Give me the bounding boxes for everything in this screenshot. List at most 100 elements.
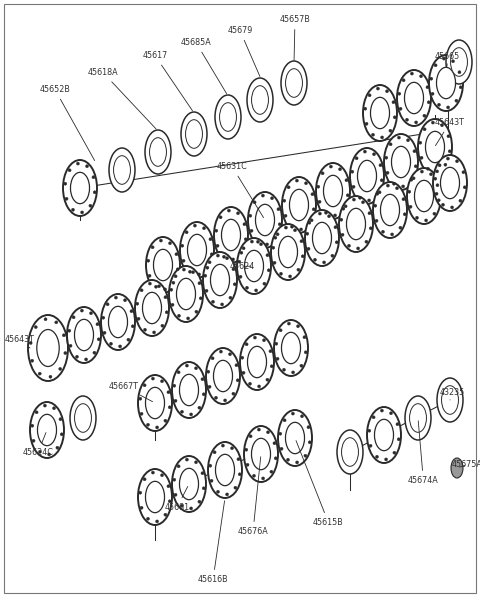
Ellipse shape bbox=[306, 232, 309, 235]
Ellipse shape bbox=[30, 402, 64, 458]
Ellipse shape bbox=[148, 274, 151, 277]
Ellipse shape bbox=[437, 103, 441, 106]
Ellipse shape bbox=[386, 184, 389, 187]
Ellipse shape bbox=[201, 378, 204, 381]
Ellipse shape bbox=[287, 186, 290, 189]
Ellipse shape bbox=[459, 86, 462, 89]
Ellipse shape bbox=[312, 208, 315, 211]
Ellipse shape bbox=[396, 423, 399, 426]
Ellipse shape bbox=[286, 422, 304, 454]
Text: 45652B: 45652B bbox=[39, 85, 95, 161]
Ellipse shape bbox=[272, 246, 275, 249]
Ellipse shape bbox=[363, 85, 397, 141]
Ellipse shape bbox=[195, 310, 198, 313]
Ellipse shape bbox=[143, 293, 161, 324]
Ellipse shape bbox=[101, 294, 135, 350]
Ellipse shape bbox=[294, 229, 297, 232]
Ellipse shape bbox=[172, 456, 206, 512]
Ellipse shape bbox=[397, 136, 400, 139]
Ellipse shape bbox=[210, 253, 213, 256]
Ellipse shape bbox=[420, 75, 422, 78]
Ellipse shape bbox=[173, 478, 176, 481]
Ellipse shape bbox=[193, 224, 196, 227]
Ellipse shape bbox=[212, 300, 215, 303]
Ellipse shape bbox=[363, 150, 366, 153]
Ellipse shape bbox=[276, 233, 279, 236]
Ellipse shape bbox=[249, 435, 252, 438]
Ellipse shape bbox=[233, 283, 236, 286]
Ellipse shape bbox=[374, 204, 377, 207]
Ellipse shape bbox=[137, 317, 140, 321]
Ellipse shape bbox=[462, 171, 465, 174]
Ellipse shape bbox=[420, 156, 423, 159]
Ellipse shape bbox=[253, 201, 256, 204]
Ellipse shape bbox=[242, 247, 245, 250]
Ellipse shape bbox=[214, 207, 248, 263]
Ellipse shape bbox=[267, 269, 270, 272]
Ellipse shape bbox=[160, 380, 164, 383]
Ellipse shape bbox=[143, 384, 146, 387]
Ellipse shape bbox=[390, 412, 393, 415]
Ellipse shape bbox=[311, 193, 314, 196]
Ellipse shape bbox=[177, 278, 195, 310]
Text: 45685A: 45685A bbox=[180, 38, 227, 94]
Ellipse shape bbox=[297, 268, 300, 271]
Ellipse shape bbox=[239, 275, 242, 278]
Ellipse shape bbox=[346, 194, 349, 197]
Ellipse shape bbox=[372, 133, 374, 136]
Ellipse shape bbox=[300, 364, 303, 367]
Ellipse shape bbox=[34, 325, 37, 328]
Ellipse shape bbox=[248, 346, 266, 378]
Ellipse shape bbox=[198, 500, 201, 503]
Ellipse shape bbox=[90, 312, 93, 315]
Ellipse shape bbox=[180, 410, 183, 413]
Ellipse shape bbox=[139, 397, 142, 400]
Ellipse shape bbox=[423, 128, 426, 131]
Ellipse shape bbox=[187, 317, 190, 320]
Ellipse shape bbox=[182, 268, 185, 271]
Ellipse shape bbox=[245, 343, 248, 346]
Ellipse shape bbox=[399, 107, 402, 110]
Ellipse shape bbox=[247, 78, 273, 122]
Ellipse shape bbox=[208, 261, 211, 264]
Text: 45631C: 45631C bbox=[216, 162, 264, 218]
Ellipse shape bbox=[410, 72, 413, 75]
Ellipse shape bbox=[402, 79, 405, 82]
Ellipse shape bbox=[140, 506, 143, 509]
Ellipse shape bbox=[246, 463, 249, 466]
Ellipse shape bbox=[355, 157, 358, 160]
Ellipse shape bbox=[393, 451, 396, 454]
Ellipse shape bbox=[67, 307, 101, 363]
Ellipse shape bbox=[451, 206, 454, 209]
Ellipse shape bbox=[397, 70, 431, 126]
Ellipse shape bbox=[203, 227, 205, 230]
Ellipse shape bbox=[427, 101, 430, 104]
Ellipse shape bbox=[271, 224, 305, 280]
Ellipse shape bbox=[146, 517, 149, 520]
Ellipse shape bbox=[180, 222, 214, 278]
Ellipse shape bbox=[358, 161, 376, 192]
Ellipse shape bbox=[278, 410, 312, 466]
Ellipse shape bbox=[443, 57, 445, 60]
Ellipse shape bbox=[374, 419, 394, 451]
Ellipse shape bbox=[55, 321, 58, 324]
Ellipse shape bbox=[178, 314, 180, 317]
Ellipse shape bbox=[312, 222, 332, 254]
Ellipse shape bbox=[301, 255, 304, 258]
Ellipse shape bbox=[102, 316, 105, 319]
Ellipse shape bbox=[392, 101, 395, 104]
Ellipse shape bbox=[146, 423, 149, 426]
Ellipse shape bbox=[143, 478, 146, 481]
Ellipse shape bbox=[215, 95, 241, 139]
Ellipse shape bbox=[463, 186, 466, 189]
Ellipse shape bbox=[385, 156, 388, 159]
Ellipse shape bbox=[397, 438, 400, 441]
Ellipse shape bbox=[172, 281, 175, 284]
Ellipse shape bbox=[75, 355, 78, 358]
Text: 45679: 45679 bbox=[228, 26, 260, 76]
Ellipse shape bbox=[237, 238, 271, 294]
Ellipse shape bbox=[277, 208, 280, 211]
Ellipse shape bbox=[108, 306, 128, 338]
Ellipse shape bbox=[226, 257, 228, 260]
Ellipse shape bbox=[209, 238, 212, 241]
